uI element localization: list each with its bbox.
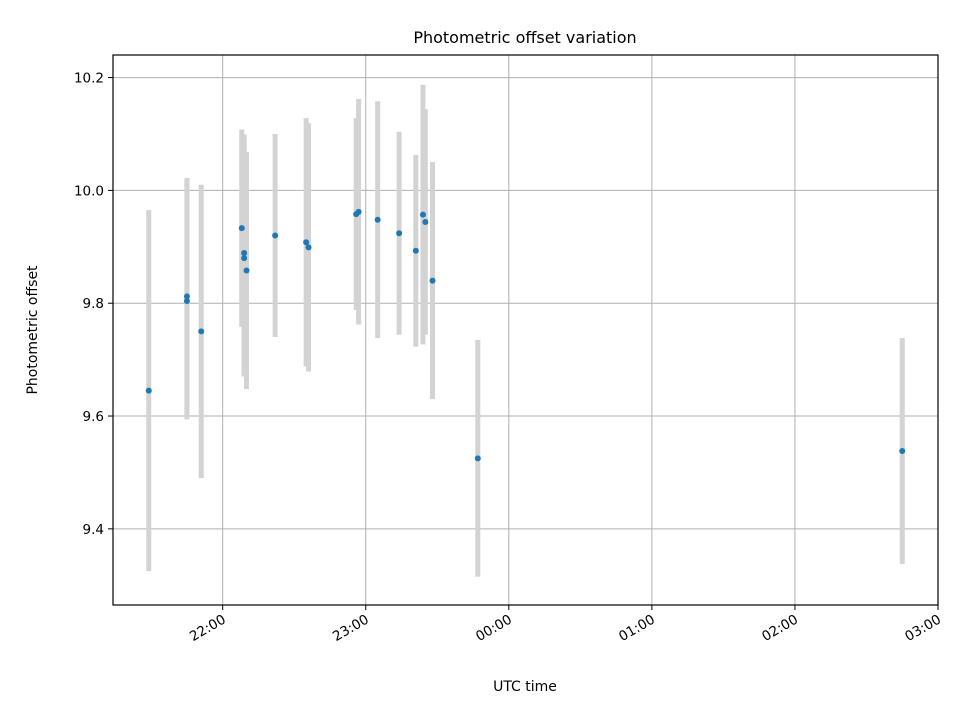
data-point xyxy=(272,232,279,239)
data-point xyxy=(145,387,152,394)
data-point xyxy=(355,208,362,215)
data-point xyxy=(474,455,481,462)
x-axis-label: UTC time xyxy=(493,679,557,695)
data-point xyxy=(241,255,248,262)
data-point xyxy=(419,211,426,218)
data-point xyxy=(243,267,250,274)
data-point xyxy=(183,297,190,304)
plot-frame xyxy=(112,54,939,606)
grid xyxy=(113,55,939,605)
data-point xyxy=(198,328,205,335)
data-point xyxy=(303,239,310,246)
data-point xyxy=(183,293,190,300)
data-point xyxy=(422,218,429,225)
data-point xyxy=(396,230,403,237)
data-point xyxy=(899,448,906,454)
y-tick-label: 10.2 xyxy=(74,71,104,87)
y-tick-label: 9.4 xyxy=(83,522,104,538)
data-point xyxy=(374,216,381,223)
y-axis-label: Photometric offset xyxy=(25,265,41,395)
data-point xyxy=(412,247,419,254)
data-point xyxy=(305,244,312,251)
data-points xyxy=(145,208,906,462)
chart-title: Photometric offset variation xyxy=(413,28,636,47)
y-tick-label: 9.6 xyxy=(83,409,104,425)
data-point xyxy=(238,225,245,232)
y-tick-label: 9.8 xyxy=(83,296,104,312)
y-tick-label: 10.0 xyxy=(74,183,104,199)
data-point xyxy=(429,277,436,284)
y-axis: 9.4 9.6 9.8 10.0 10.2 xyxy=(74,71,113,538)
data-point xyxy=(241,250,248,256)
